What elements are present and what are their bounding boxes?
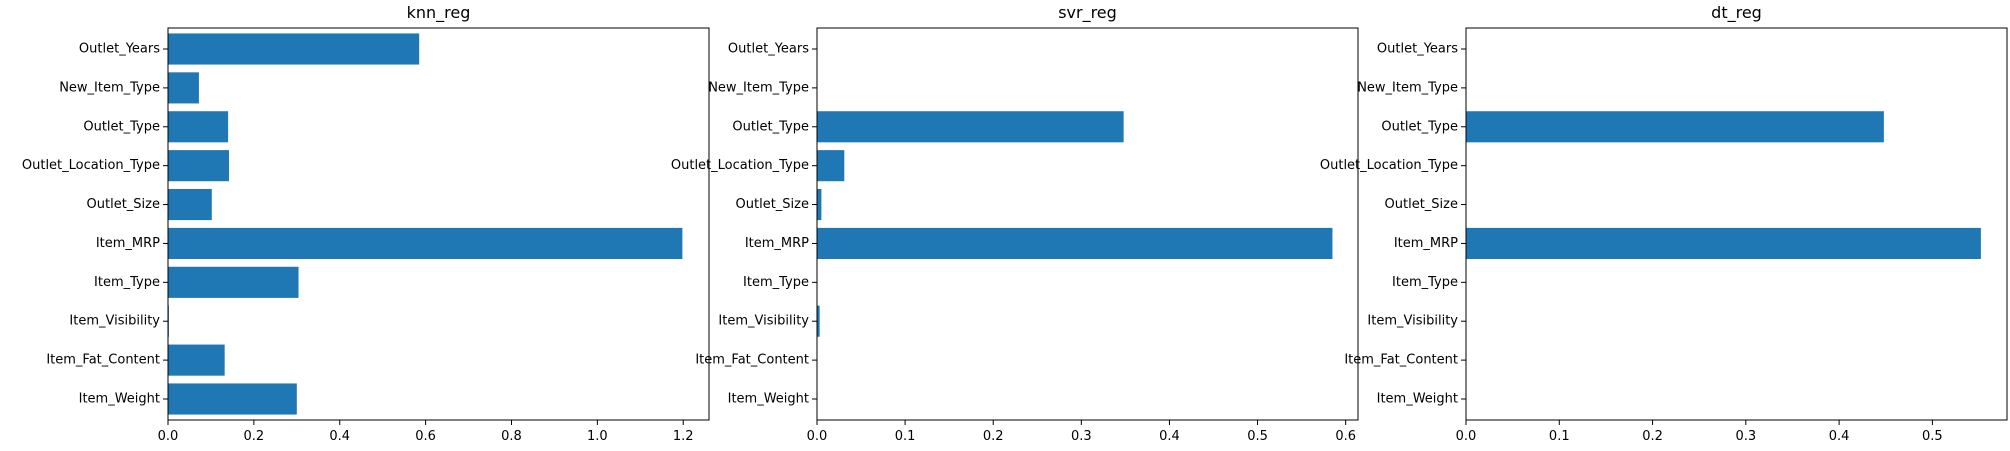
y-tick-label: Item_Fat_Content — [695, 353, 809, 368]
x-tick-label: 0.1 — [1549, 429, 1570, 444]
y-tick-label: Outlet_Size — [1385, 197, 1458, 212]
bar-outlet-type — [1466, 111, 1884, 143]
bar-item-type — [168, 266, 299, 298]
x-tick-label: 0.1 — [895, 429, 916, 444]
bar-item-weight — [168, 383, 297, 415]
x-tick-label: 0.3 — [1071, 429, 1092, 444]
x-tick-label: 1.0 — [587, 429, 608, 444]
y-tick-label: Item_Fat_Content — [1344, 353, 1458, 368]
x-tick-label: 1.2 — [673, 429, 694, 444]
x-tick-label: 0.4 — [1829, 429, 1850, 444]
chart-title: dt_reg — [1711, 3, 1762, 23]
y-tick-label: New_Item_Type — [59, 80, 160, 95]
y-tick-label: Item_Fat_Content — [46, 353, 160, 368]
y-tick-label: Outlet_Type — [732, 119, 809, 134]
y-tick-label: Item_Visibility — [1367, 314, 1458, 329]
x-tick-label: 0.4 — [1159, 429, 1180, 444]
bar-outlet-location-type — [168, 150, 229, 182]
x-tick-label: 0.5 — [1922, 429, 1943, 444]
bar-outlet-location-type — [817, 150, 845, 182]
y-tick-label: Outlet_Location_Type — [671, 158, 809, 173]
x-tick-label: 0.4 — [329, 429, 350, 444]
y-tick-label: Item_Visibility — [69, 314, 160, 329]
bar-outlet-type — [817, 111, 1124, 143]
chart-panel-knn_reg: Item_Weight Item_Fat_Content Item_Visibili… — [22, 3, 710, 444]
bar-outlet-type — [168, 111, 229, 143]
bar-item-fat-content — [168, 344, 225, 376]
bar-item-mrp — [1466, 227, 1981, 259]
y-tick-label: Outlet_Size — [736, 197, 809, 212]
y-tick-label: Item_Visibility — [718, 314, 809, 329]
axes-frame — [816, 27, 1359, 421]
y-tick-label: Item_MRP — [1394, 236, 1458, 251]
y-tick-label: Item_MRP — [96, 236, 160, 251]
x-tick-label: 0.2 — [983, 429, 1004, 444]
y-tick-label: Outlet_Years — [728, 42, 809, 57]
chart-title: svr_reg — [1058, 3, 1117, 23]
y-tick-label: Item_Type — [743, 275, 809, 290]
bar-item-mrp — [817, 227, 1333, 259]
y-tick-label: New_Item_Type — [1357, 80, 1458, 95]
y-tick-label: Item_MRP — [745, 236, 809, 251]
x-tick-label: 0.8 — [501, 429, 522, 444]
x-tick-label: 0.0 — [1456, 429, 1477, 444]
axes-frame — [167, 27, 710, 421]
y-tick-label: Outlet_Type — [83, 119, 160, 134]
axes-frame — [1465, 27, 2008, 421]
y-tick-label: Item_Type — [94, 275, 160, 290]
chart-panel-dt_reg: Item_Weight Item_Fat_Content Item_Visibili… — [1320, 3, 2008, 444]
y-tick-label: Outlet_Type — [1381, 119, 1458, 134]
y-tick-label: Item_Weight — [728, 392, 809, 407]
bar-new-item-type — [168, 72, 199, 104]
bar-item-visibility — [817, 305, 820, 337]
y-tick-label: New_Item_Type — [708, 80, 809, 95]
chart-title: knn_reg — [407, 3, 471, 23]
y-tick-label: Item_Weight — [79, 392, 160, 407]
y-tick-label: Outlet_Location_Type — [1320, 158, 1458, 173]
y-tick-label: Outlet_Years — [79, 42, 160, 57]
y-tick-label: Item_Type — [1392, 275, 1458, 290]
y-tick-label: Item_Weight — [1377, 392, 1458, 407]
bar-item-mrp — [168, 227, 683, 259]
x-tick-label: 0.5 — [1247, 429, 1268, 444]
x-tick-label: 0.0 — [158, 429, 179, 444]
bar-outlet-size — [817, 189, 822, 221]
x-tick-label: 0.2 — [1642, 429, 1663, 444]
y-tick-label: Outlet_Location_Type — [22, 158, 160, 173]
bar-outlet-years — [168, 33, 420, 65]
x-tick-label: 0.2 — [244, 429, 265, 444]
y-tick-label: Outlet_Years — [1377, 42, 1458, 57]
x-tick-label: 0.6 — [415, 429, 436, 444]
x-tick-label: 0.6 — [1335, 429, 1356, 444]
bar-outlet-size — [168, 189, 212, 221]
x-tick-label: 0.0 — [807, 429, 828, 444]
y-tick-label: Outlet_Size — [87, 197, 160, 212]
x-tick-label: 0.3 — [1735, 429, 1756, 444]
chart-panel-svr_reg: Item_Weight Item_Fat_Content Item_Visibili… — [671, 3, 1359, 444]
